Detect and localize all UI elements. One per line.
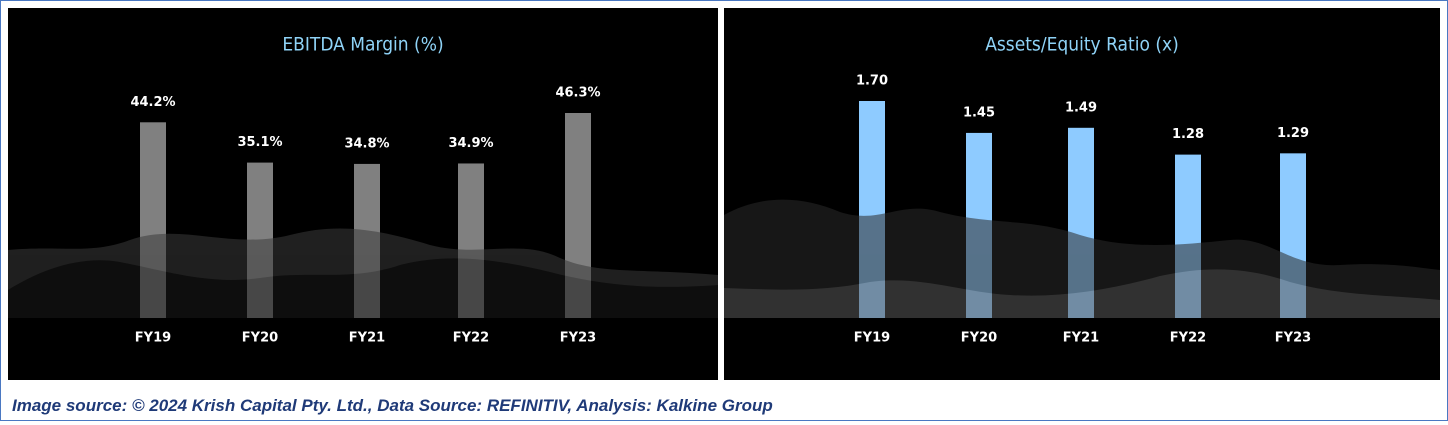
axis-strip (724, 318, 1440, 380)
x-tick-label: FY23 (1275, 331, 1311, 346)
value-label: 34.8% (344, 136, 389, 151)
x-tick-label: FY22 (453, 331, 489, 346)
axis-strip (8, 318, 718, 380)
value-label: 1.45 (963, 105, 995, 120)
x-tick-label: FY21 (349, 331, 385, 346)
value-label: 34.9% (448, 136, 493, 151)
value-label: 44.2% (130, 95, 175, 110)
value-label: 1.49 (1065, 100, 1097, 115)
wave (724, 269, 1440, 318)
value-label: 1.70 (856, 74, 888, 89)
waves (8, 199, 1440, 318)
x-tick-label: FY21 (1063, 331, 1099, 346)
value-label: 1.28 (1172, 127, 1204, 142)
value-label: 1.29 (1277, 126, 1309, 141)
wave (8, 258, 718, 318)
source-note: Image source: © 2024 Krish Capital Pty. … (12, 396, 773, 415)
x-tick-label: FY20 (961, 331, 997, 346)
x-tick-label: FY20 (242, 331, 278, 346)
x-tick-label: FY23 (560, 331, 596, 346)
value-label: 46.3% (555, 86, 600, 101)
x-tick-label: FY19 (854, 331, 890, 346)
value-label: 35.1% (237, 135, 282, 150)
x-tick-label: FY19 (135, 331, 171, 346)
chart-title: EBITDA Margin (%) (282, 34, 443, 56)
x-tick-label: FY22 (1170, 331, 1206, 346)
chart-title: Assets/Equity Ratio (x) (985, 34, 1179, 56)
